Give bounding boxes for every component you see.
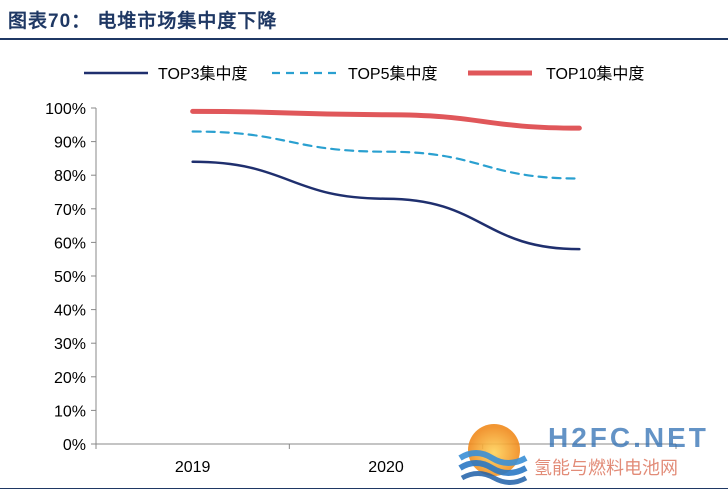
bottom-divider — [0, 488, 728, 489]
y-tick-label: 90% — [54, 135, 86, 152]
y-tick-label: 0% — [63, 437, 86, 454]
y-tick-label: 100% — [45, 101, 86, 118]
sun-over-waves-logo-icon — [458, 424, 528, 485]
legend-label-3: TOP10集中度 — [546, 65, 644, 83]
x-tick-label: 2019 — [175, 459, 211, 476]
y-tick-label: 50% — [54, 269, 86, 286]
y-tick-label: 30% — [54, 336, 86, 353]
series-line-1 — [191, 160, 581, 251]
series-line-2 — [191, 130, 581, 180]
watermark-cn: 氢能与燃料电池网 — [534, 458, 678, 478]
y-tick-label: 80% — [54, 168, 86, 185]
y-tick-label: 40% — [54, 303, 86, 320]
chart-legend: TOP3集中度 TOP5集中度 TOP10集中度 — [84, 65, 644, 83]
page-title: 图表70： 电堆市场集中度下降 — [8, 11, 278, 32]
y-tick-label: 60% — [54, 235, 86, 252]
y-tick-label: 70% — [54, 202, 86, 219]
y-tick-label: 20% — [54, 370, 86, 387]
watermark: H2FC.NET 氢能与燃料电池网 — [452, 418, 728, 490]
series-line-3 — [190, 108, 582, 131]
x-tick-label: 2020 — [368, 459, 404, 476]
chart-axes: 100% 90% 80% 70% 60% 50% 40% 30% 20% 10% 0% 2019 202… — [45, 101, 677, 476]
watermark-site: H2FC.NET — [548, 422, 709, 453]
title-divider — [0, 38, 728, 40]
legend-label-1: TOP3集中度 — [158, 65, 248, 83]
chart-series — [190, 108, 582, 251]
legend-label-2: TOP5集中度 — [348, 65, 438, 83]
y-tick-label: 10% — [54, 403, 86, 420]
